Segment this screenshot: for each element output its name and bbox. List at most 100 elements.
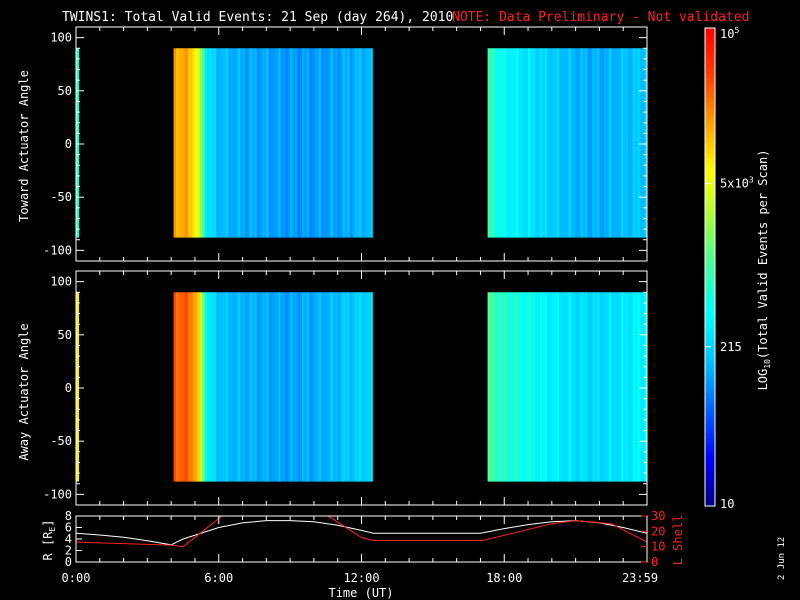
heatmap-cell [608, 292, 612, 482]
heatmap-cell [259, 48, 263, 238]
heatmap-cell [313, 292, 317, 482]
heatmap-cell [266, 292, 270, 482]
preliminary-note: NOTE: Data Preliminary - Not validated [452, 10, 749, 25]
heatmap-cell [363, 48, 367, 238]
heatmap-cell [211, 48, 215, 238]
heatmap-cell [252, 48, 256, 238]
heatmap-cell [509, 48, 512, 238]
heatmap-cell [627, 48, 631, 238]
heatmap-cell [597, 292, 601, 482]
heatmap-cell [173, 48, 177, 238]
heatmap-cell [525, 48, 529, 238]
heatmap-cell [173, 292, 177, 482]
heatmap-cell [518, 292, 522, 482]
heatmap-cell [271, 48, 275, 238]
heatmap-cell [625, 48, 629, 238]
heatmap-cell [209, 48, 213, 238]
heatmap-cell [185, 48, 189, 238]
heatmap-cell [492, 48, 496, 238]
heatmap-cell [573, 48, 577, 238]
r-tick-label: 0 [65, 555, 72, 569]
colorbar-tick-label: 10 [720, 497, 734, 511]
heatmap-cell [371, 292, 373, 482]
heatmap-cell [639, 292, 643, 482]
y-tick-label: 0 [65, 381, 72, 395]
heatmap-cell [211, 292, 215, 482]
heatmap-cell [240, 292, 244, 482]
heatmap-cell [199, 292, 203, 482]
toward-heatmap-panel: 100 50 0 -50 -100 Toward Actuator Angle [17, 26, 648, 262]
heatmap-cell [632, 292, 636, 482]
heatmap-cell [318, 292, 322, 482]
heatmap-cell [582, 48, 586, 238]
heatmap-cell [592, 292, 596, 482]
heatmap-cell [242, 292, 246, 482]
heatmap-cell [558, 48, 562, 238]
heatmap-cell [587, 292, 591, 482]
r-series-line [76, 520, 647, 546]
heatmap-cell [627, 292, 631, 482]
heatmap-cell [233, 292, 237, 482]
heatmap-cell [244, 292, 248, 482]
colorbar-tick-label: 5x103 [720, 175, 754, 190]
heatmap-cell [247, 292, 251, 482]
heatmap-cell [499, 48, 503, 238]
heatmap-cell [209, 292, 213, 482]
heatmap-cell [497, 48, 501, 238]
heatmap-cell [506, 292, 510, 482]
heatmap-cell [544, 48, 548, 238]
heatmap-cell [292, 48, 296, 238]
heatmap-cell [554, 48, 558, 238]
heatmap-cell [230, 48, 234, 238]
l-shell-axis-label: L Shell [671, 515, 685, 566]
heatmap-cell [551, 48, 555, 238]
r-tick-label: 4 [65, 532, 72, 546]
heatmap-cell [278, 292, 282, 482]
heatmap-cell [249, 292, 253, 482]
heatmap-cell [244, 48, 248, 238]
heatmap-cell [539, 292, 543, 482]
side-date: 2 Jun 12 [777, 537, 787, 580]
heatmap-cell [511, 48, 515, 238]
heatmap-cell [282, 48, 286, 238]
heatmap-cell [240, 48, 244, 238]
heatmap-cell [273, 48, 277, 238]
heatmap-cell [551, 292, 555, 482]
heatmap-cell [309, 292, 313, 482]
heatmap-cell [618, 292, 622, 482]
heatmap-cell [178, 292, 182, 482]
heatmap-cell [192, 292, 196, 482]
heatmap-cell [528, 48, 532, 238]
heatmap-cell [273, 292, 277, 482]
heatmap-cell [594, 48, 598, 238]
heatmap-cell [199, 48, 203, 238]
heatmap-cell [578, 48, 581, 238]
heatmap-cell [587, 48, 591, 238]
heatmap-cell [523, 292, 527, 482]
heatmap-cell [344, 48, 348, 238]
heatmap-cell [294, 48, 298, 238]
heatmap-cell [263, 292, 267, 482]
heatmap-cell [252, 292, 256, 482]
heatmap-cell [180, 292, 184, 482]
heatmap-cell [585, 292, 589, 482]
heatmap-cell [554, 292, 558, 482]
heatmap-cell [287, 292, 291, 482]
time-tick-label: 6:00 [204, 571, 233, 585]
y-tick-label: -50 [50, 434, 72, 448]
heatmap-cell [337, 48, 341, 238]
heatmap-cell [616, 48, 620, 238]
heatmap-cell [328, 48, 332, 238]
heatmap-cell [530, 48, 534, 238]
heatmap-cell [589, 48, 593, 238]
heatmap-cell [268, 48, 272, 238]
y-tick-label: -100 [43, 487, 72, 501]
heatmap-cell [361, 48, 365, 238]
heatmap-cell [242, 48, 246, 238]
heatmap-cell [604, 48, 608, 238]
heatmap-cell [575, 48, 579, 238]
heatmap-cell [532, 292, 536, 482]
heatmap-cell [254, 292, 258, 482]
heatmap-cell [268, 292, 272, 482]
heatmap-cell [632, 48, 636, 238]
